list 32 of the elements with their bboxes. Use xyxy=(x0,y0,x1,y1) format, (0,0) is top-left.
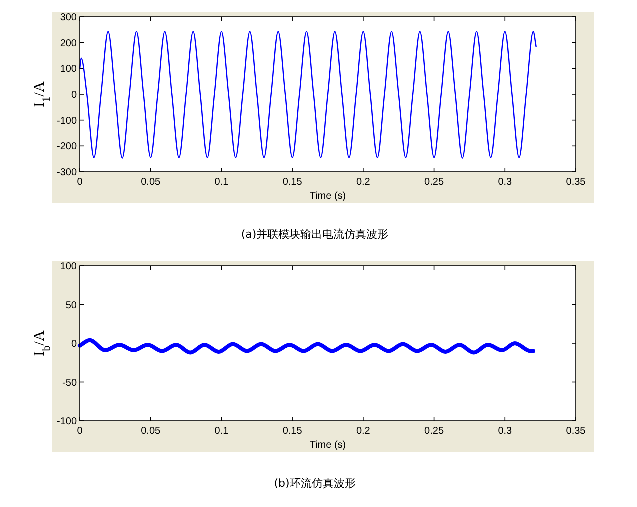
y-tick-label: -100 xyxy=(56,116,78,127)
x-tick-label: 0.25 xyxy=(424,177,444,188)
y-tick-label: 0 xyxy=(71,90,78,101)
x-tick-label: 0.1 xyxy=(214,426,230,437)
x-tick-label: 0.05 xyxy=(141,426,162,437)
x-tick-label: 0.2 xyxy=(356,177,371,188)
y-tick-label: 0 xyxy=(71,339,78,350)
y-tick-label: 200 xyxy=(60,38,78,50)
x-tick-label: 0.3 xyxy=(498,426,513,437)
text: (b)环流仿真波形 xyxy=(274,477,356,490)
y-tick-label: 50 xyxy=(66,300,78,312)
x-tick-label: 0.1 xyxy=(214,177,230,188)
x-tick-label: 0.15 xyxy=(282,177,303,188)
y-tick-label: -50 xyxy=(62,378,78,389)
line-series xyxy=(79,31,537,159)
x-tick-label: 0.35 xyxy=(566,426,586,437)
x-axis-title: Time (s) xyxy=(310,440,346,451)
x-tick-label: 0.15 xyxy=(282,426,303,437)
y-tick-label: -300 xyxy=(56,168,78,178)
y-tick-label: 100 xyxy=(60,262,78,272)
y-tick-label: 300 xyxy=(60,12,78,24)
x-tick-label: 0.35 xyxy=(566,177,586,188)
y-tick-label: -100 xyxy=(56,416,78,428)
x-tick-label: 0.25 xyxy=(424,426,444,437)
x-axis-title: Time (s) xyxy=(310,191,346,202)
x-tick-label: 0.05 xyxy=(141,177,162,188)
line-series xyxy=(78,338,536,355)
text: (a)并联模块输出电流仿真波形 xyxy=(241,228,389,241)
x-tick-label: 0.3 xyxy=(498,177,513,188)
y-tick-label: 100 xyxy=(60,64,78,76)
y-tick-label: -200 xyxy=(56,142,78,153)
x-tick-label: 0.2 xyxy=(356,426,371,437)
